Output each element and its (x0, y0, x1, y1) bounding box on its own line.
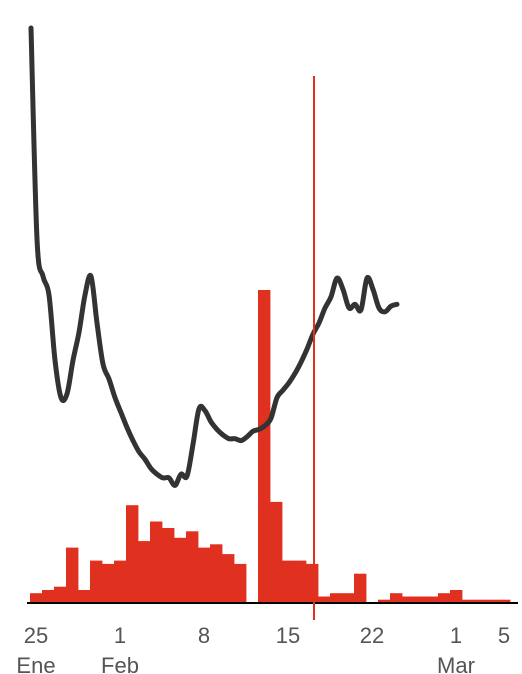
bar (330, 593, 343, 603)
trend-line (28, 25, 400, 488)
x-tick-label: 22 (360, 623, 384, 648)
bar (42, 590, 55, 603)
bar (378, 599, 391, 603)
bar (198, 547, 211, 603)
bar (438, 593, 451, 603)
x-tick-label: 1 (450, 623, 462, 648)
bar (114, 560, 127, 603)
bar (342, 593, 355, 603)
bar (90, 560, 103, 603)
bar (294, 560, 307, 603)
bar (474, 599, 487, 603)
x-tick-month-label: Ene (16, 653, 55, 674)
x-tick-month-label: Mar (437, 653, 475, 674)
x-tick-month-label: Feb (101, 653, 139, 674)
bar (450, 590, 463, 603)
bar (222, 554, 235, 603)
bar (318, 596, 331, 603)
x-tick-label: 15 (276, 623, 300, 648)
x-tick-label: 1 (114, 623, 126, 648)
x-axis-ticks: 25 Ene 1 Feb 8 15 22 1 Mar 5 (16, 623, 510, 674)
bar (126, 505, 139, 603)
x-tick-label: 8 (198, 623, 210, 648)
bar (402, 596, 415, 603)
bar (162, 528, 175, 603)
bar (270, 501, 283, 603)
bar (498, 599, 511, 603)
x-tick-label: 25 (24, 623, 48, 648)
bar (414, 596, 427, 603)
bar (210, 544, 223, 603)
bar (306, 563, 319, 603)
bar (150, 521, 163, 603)
bar (486, 599, 499, 603)
bar (282, 560, 295, 603)
bar (426, 596, 439, 603)
bar (138, 541, 151, 603)
bar (354, 573, 367, 603)
bar (30, 593, 43, 603)
bar (102, 563, 115, 603)
bar (186, 531, 199, 603)
x-tick-label: 5 (498, 623, 510, 648)
bar (258, 290, 271, 603)
bar (54, 586, 67, 603)
bar (462, 599, 475, 603)
bar (66, 547, 79, 603)
bar (174, 537, 187, 603)
bar (78, 590, 91, 603)
bar (390, 593, 403, 603)
bar-series (30, 290, 511, 603)
bar (234, 563, 247, 603)
